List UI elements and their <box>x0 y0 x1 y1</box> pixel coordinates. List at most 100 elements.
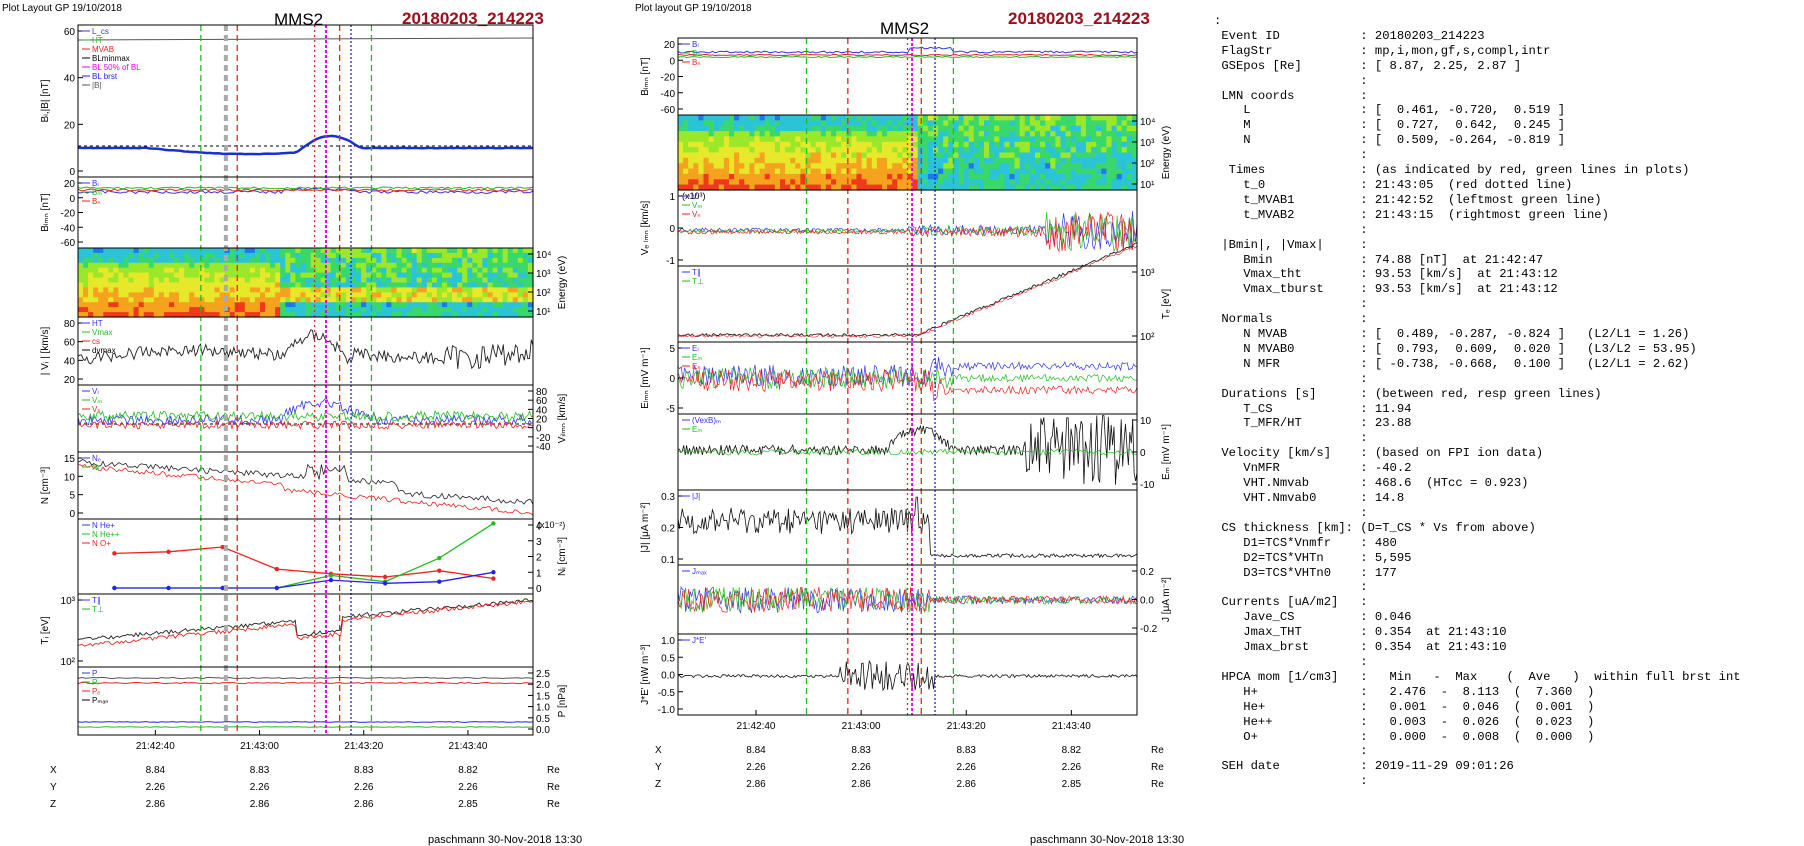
x-tick-label: 21:42:40 <box>737 721 776 732</box>
spectrogram-cell <box>805 179 812 186</box>
legend-label: Eₘ <box>692 425 702 434</box>
spectrogram-cell <box>917 115 924 121</box>
spectrogram-cell <box>836 141 842 148</box>
spectrogram-cell <box>153 297 160 303</box>
spectrogram-cell <box>472 262 478 269</box>
spectrogram-cell <box>447 312 453 318</box>
spectrogram-cell <box>978 173 985 180</box>
spectrogram-cell <box>366 287 372 293</box>
legend-label: Bₙ <box>92 197 101 206</box>
spectrogram-cell <box>113 248 120 254</box>
spectrogram-cell <box>958 179 965 186</box>
spectrogram-cell <box>882 131 888 138</box>
spectrogram-cell <box>482 292 489 298</box>
spectrogram-cell <box>790 173 796 180</box>
spectrogram-cell <box>999 173 1005 180</box>
spectrogram-cell <box>1126 147 1133 154</box>
spectrogram-cell <box>512 287 519 293</box>
spectrogram-cell <box>1086 136 1092 143</box>
spectrogram-cell <box>386 248 393 254</box>
spectrogram-cell <box>254 307 261 313</box>
spectrogram-cell <box>1040 120 1046 127</box>
spectrogram-cell <box>356 248 362 254</box>
spectrogram-cell <box>285 252 291 259</box>
spectrogram-cell <box>527 267 534 274</box>
spectrogram-cell <box>194 272 200 279</box>
spectrogram-cell <box>1075 141 1082 148</box>
spectrogram-cell <box>421 257 428 264</box>
spectrogram-cell <box>713 184 720 191</box>
spectrogram-cell <box>83 297 89 303</box>
spectrogram-cell <box>88 307 94 313</box>
spectrogram-cell <box>734 141 740 148</box>
spectrogram-cell <box>239 292 246 298</box>
spectrogram-cell <box>361 277 367 284</box>
spectrogram-cell <box>1126 168 1133 175</box>
spectrogram-cell <box>1045 184 1051 191</box>
spectrogram-cell <box>785 157 791 164</box>
spectrogram-cell <box>815 163 822 170</box>
spectrogram-cell <box>820 131 827 138</box>
spectrogram-cell <box>148 287 155 293</box>
spectrogram-cell <box>447 302 453 308</box>
spectrogram-cell <box>502 292 509 298</box>
spectrogram-cell <box>887 168 893 175</box>
spectrogram-cell <box>698 173 705 180</box>
spectrogram-cell <box>457 282 463 288</box>
spectrogram-cell <box>361 248 367 254</box>
spectrogram-cell <box>1014 141 1021 148</box>
spectrogram-cell <box>447 267 453 274</box>
spectrogram-cell <box>113 257 120 264</box>
legend-label: T∥ <box>692 268 701 277</box>
spectrogram-cell <box>325 302 332 308</box>
spectrogram-cell <box>376 282 382 288</box>
spectrogram-cell <box>1014 136 1021 143</box>
spectrogram-cell <box>1035 152 1041 159</box>
spectrogram-cell <box>785 125 791 132</box>
spectrogram-cell <box>882 157 888 164</box>
spectrogram-cell <box>214 302 221 308</box>
spectrogram-cell <box>128 252 135 259</box>
spectrogram-cell <box>1004 125 1011 132</box>
spectrogram-cell <box>683 152 689 159</box>
spectrogram-cell <box>133 277 140 284</box>
spectrogram-cell <box>522 297 529 303</box>
spectrogram-cell <box>174 307 180 313</box>
spectrogram-cell <box>688 115 694 121</box>
spectrogram-cell <box>780 120 786 127</box>
spectrogram-cell <box>507 252 514 259</box>
spectrogram-cell <box>300 272 307 279</box>
spectrogram-cell <box>497 282 504 288</box>
spectrogram-cell <box>1086 131 1092 138</box>
spectrogram-cell <box>351 297 357 303</box>
spectrogram-cell <box>1014 131 1021 138</box>
spectrogram-cell <box>1080 163 1087 170</box>
spectrogram-cell <box>199 257 205 264</box>
spectrogram-cell <box>912 115 919 121</box>
spectrogram-cell <box>356 287 362 293</box>
spectrogram-cell <box>938 125 944 132</box>
spectrogram-cell <box>984 115 990 121</box>
spectrogram-cell <box>1106 184 1113 191</box>
spectrogram-cell <box>938 120 944 127</box>
spectrogram-cell <box>239 272 246 279</box>
spectrogram-cell <box>1111 115 1118 121</box>
spectrogram-cell <box>723 141 730 148</box>
spectrogram-cell <box>1014 168 1021 175</box>
spectrogram-cell <box>698 152 705 159</box>
spectrogram-cell <box>174 287 180 293</box>
spectrogram-cell <box>285 287 291 293</box>
spectrogram-cell <box>1045 168 1051 175</box>
spectrogram-cell <box>1101 184 1107 191</box>
spectrogram-cell <box>527 297 534 303</box>
spectrogram-cell <box>113 282 120 288</box>
spectrogram-cell <box>244 282 251 288</box>
spectrogram-cell <box>209 262 216 269</box>
spectrogram-cell <box>1014 157 1021 164</box>
spectrogram-cell <box>83 262 89 269</box>
spectrogram-cell <box>774 173 781 180</box>
spectrogram-cell <box>902 115 909 121</box>
spectrogram-cell <box>239 307 246 313</box>
spectrogram-cell <box>143 277 150 284</box>
spectrogram-cell <box>325 248 332 254</box>
